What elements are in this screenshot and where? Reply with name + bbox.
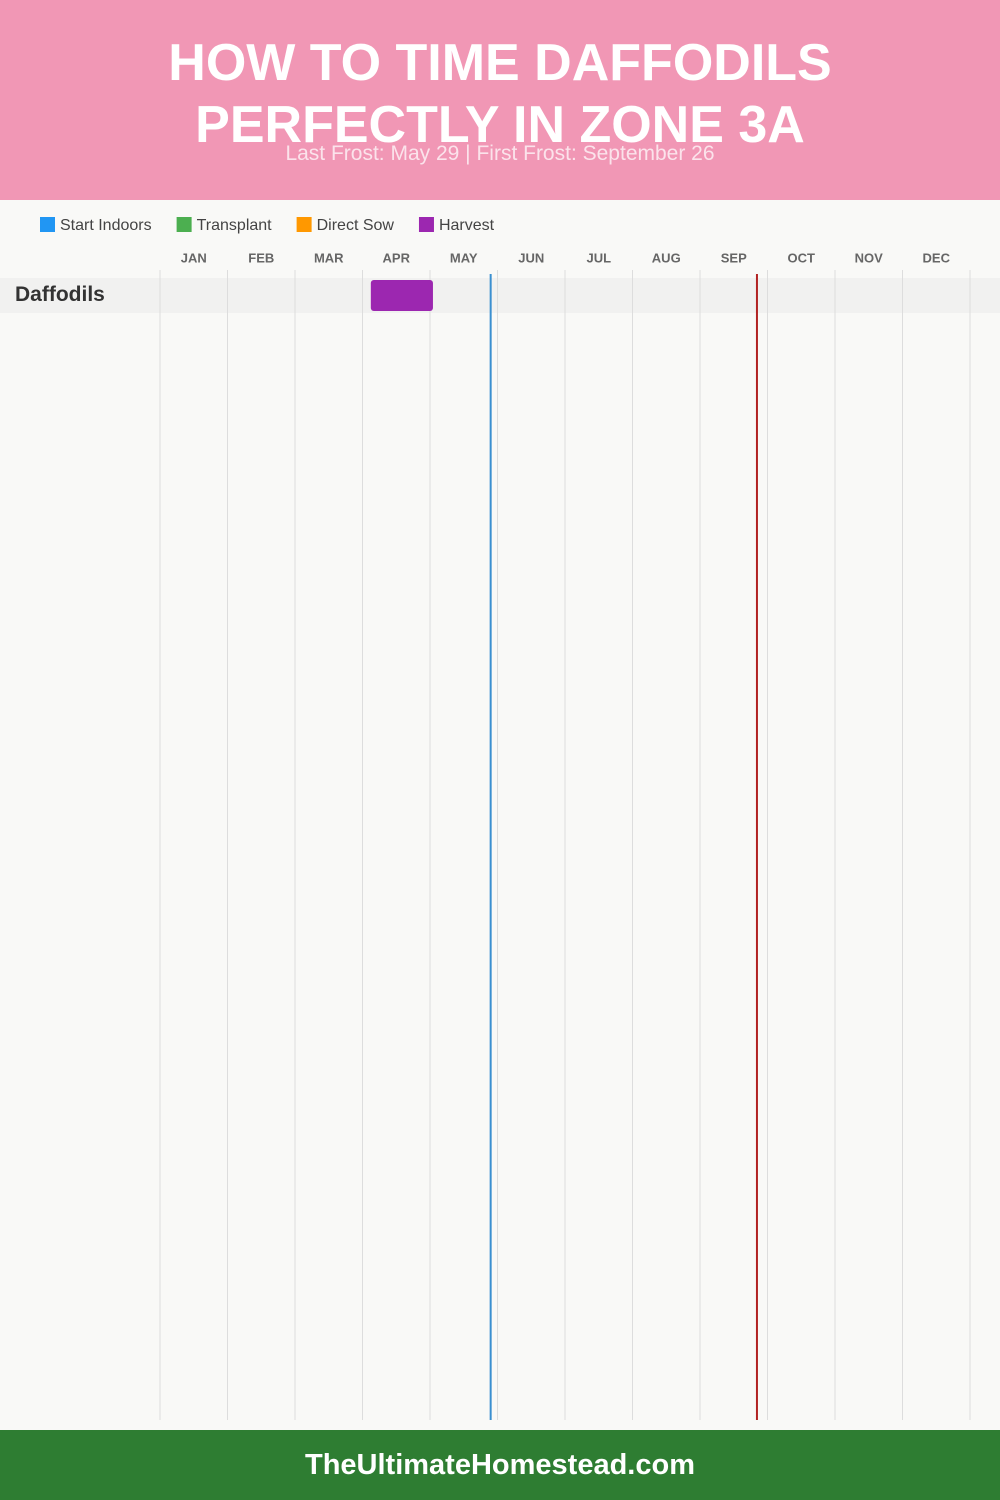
month-label: AUG [652, 250, 681, 265]
legend-label: Direct Sow [317, 217, 395, 234]
legend-swatch [40, 217, 55, 232]
month-label: NOV [855, 250, 884, 265]
month-label: FEB [248, 250, 274, 265]
title: HOW TO TIME DAFFODILS PERFECTLY IN ZONE … [168, 34, 832, 154]
subtitle: Last Frost: May 29 | First Frost: Septem… [285, 142, 715, 165]
month-label: APR [383, 250, 411, 265]
legend-swatch [296, 217, 312, 232]
month-label: JAN [181, 250, 207, 265]
month-label: JUN [518, 250, 544, 265]
footer: TheUltimateHomestead.com [0, 1430, 1000, 1500]
range-bar [370, 280, 433, 311]
legend-label: Harvest [439, 217, 495, 234]
chart: Start Indoors Transplant Direct Sow Harvest… [0, 217, 1000, 1420]
month-label: MAR [314, 250, 344, 265]
legend-label: Start Indoors [60, 217, 152, 234]
header: HOW TO TIME DAFFODILS PERFECTLY IN ZONE … [0, 0, 1000, 200]
month-label: DEC [923, 250, 951, 265]
legend-label: Transplant [197, 217, 273, 234]
month-label: OCT [788, 250, 816, 265]
row-label: Daffodils [15, 283, 105, 306]
legend-swatch [176, 217, 192, 232]
month-label: MAY [450, 250, 478, 265]
month-label: JUL [586, 250, 611, 265]
month-label: SEP [721, 250, 747, 265]
legend-swatch [418, 217, 434, 232]
row-band [0, 278, 1000, 313]
